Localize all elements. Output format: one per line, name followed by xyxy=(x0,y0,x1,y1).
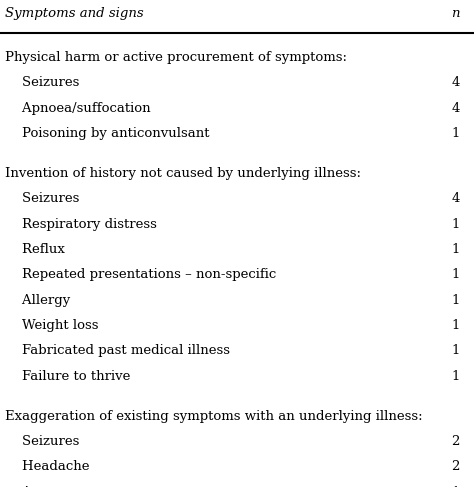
Text: n: n xyxy=(451,7,460,20)
Text: 1: 1 xyxy=(451,370,460,383)
Text: Invention of history not caused by underlying illness:: Invention of history not caused by under… xyxy=(5,167,361,180)
Text: Apnoea/suffocation: Apnoea/suffocation xyxy=(5,102,150,115)
Text: 1: 1 xyxy=(451,486,460,487)
Text: Apnoea: Apnoea xyxy=(5,486,72,487)
Text: Seizures: Seizures xyxy=(5,76,79,90)
Text: 1: 1 xyxy=(451,218,460,231)
Text: Seizures: Seizures xyxy=(5,192,79,206)
Text: Exaggeration of existing symptoms with an underlying illness:: Exaggeration of existing symptoms with a… xyxy=(5,410,422,423)
Text: Failure to thrive: Failure to thrive xyxy=(5,370,130,383)
Text: 2: 2 xyxy=(451,435,460,448)
Text: Symptoms and signs: Symptoms and signs xyxy=(5,7,143,20)
Text: Reflux: Reflux xyxy=(5,243,64,256)
Text: Seizures: Seizures xyxy=(5,435,79,448)
Text: 4: 4 xyxy=(451,76,460,90)
Text: 1: 1 xyxy=(451,319,460,332)
Text: 1: 1 xyxy=(451,268,460,281)
Text: 4: 4 xyxy=(451,102,460,115)
Text: 4: 4 xyxy=(451,192,460,206)
Text: Fabricated past medical illness: Fabricated past medical illness xyxy=(5,344,230,357)
Text: 2: 2 xyxy=(451,460,460,473)
Text: 1: 1 xyxy=(451,243,460,256)
Text: Poisoning by anticonvulsant: Poisoning by anticonvulsant xyxy=(5,127,209,140)
Text: Allergy: Allergy xyxy=(5,294,70,307)
Text: Repeated presentations – non-specific: Repeated presentations – non-specific xyxy=(5,268,276,281)
Text: 1: 1 xyxy=(451,344,460,357)
Text: Weight loss: Weight loss xyxy=(5,319,98,332)
Text: Respiratory distress: Respiratory distress xyxy=(5,218,156,231)
Text: 1: 1 xyxy=(451,294,460,307)
Text: Headache: Headache xyxy=(5,460,89,473)
Text: Physical harm or active procurement of symptoms:: Physical harm or active procurement of s… xyxy=(5,51,347,64)
Text: 1: 1 xyxy=(451,127,460,140)
